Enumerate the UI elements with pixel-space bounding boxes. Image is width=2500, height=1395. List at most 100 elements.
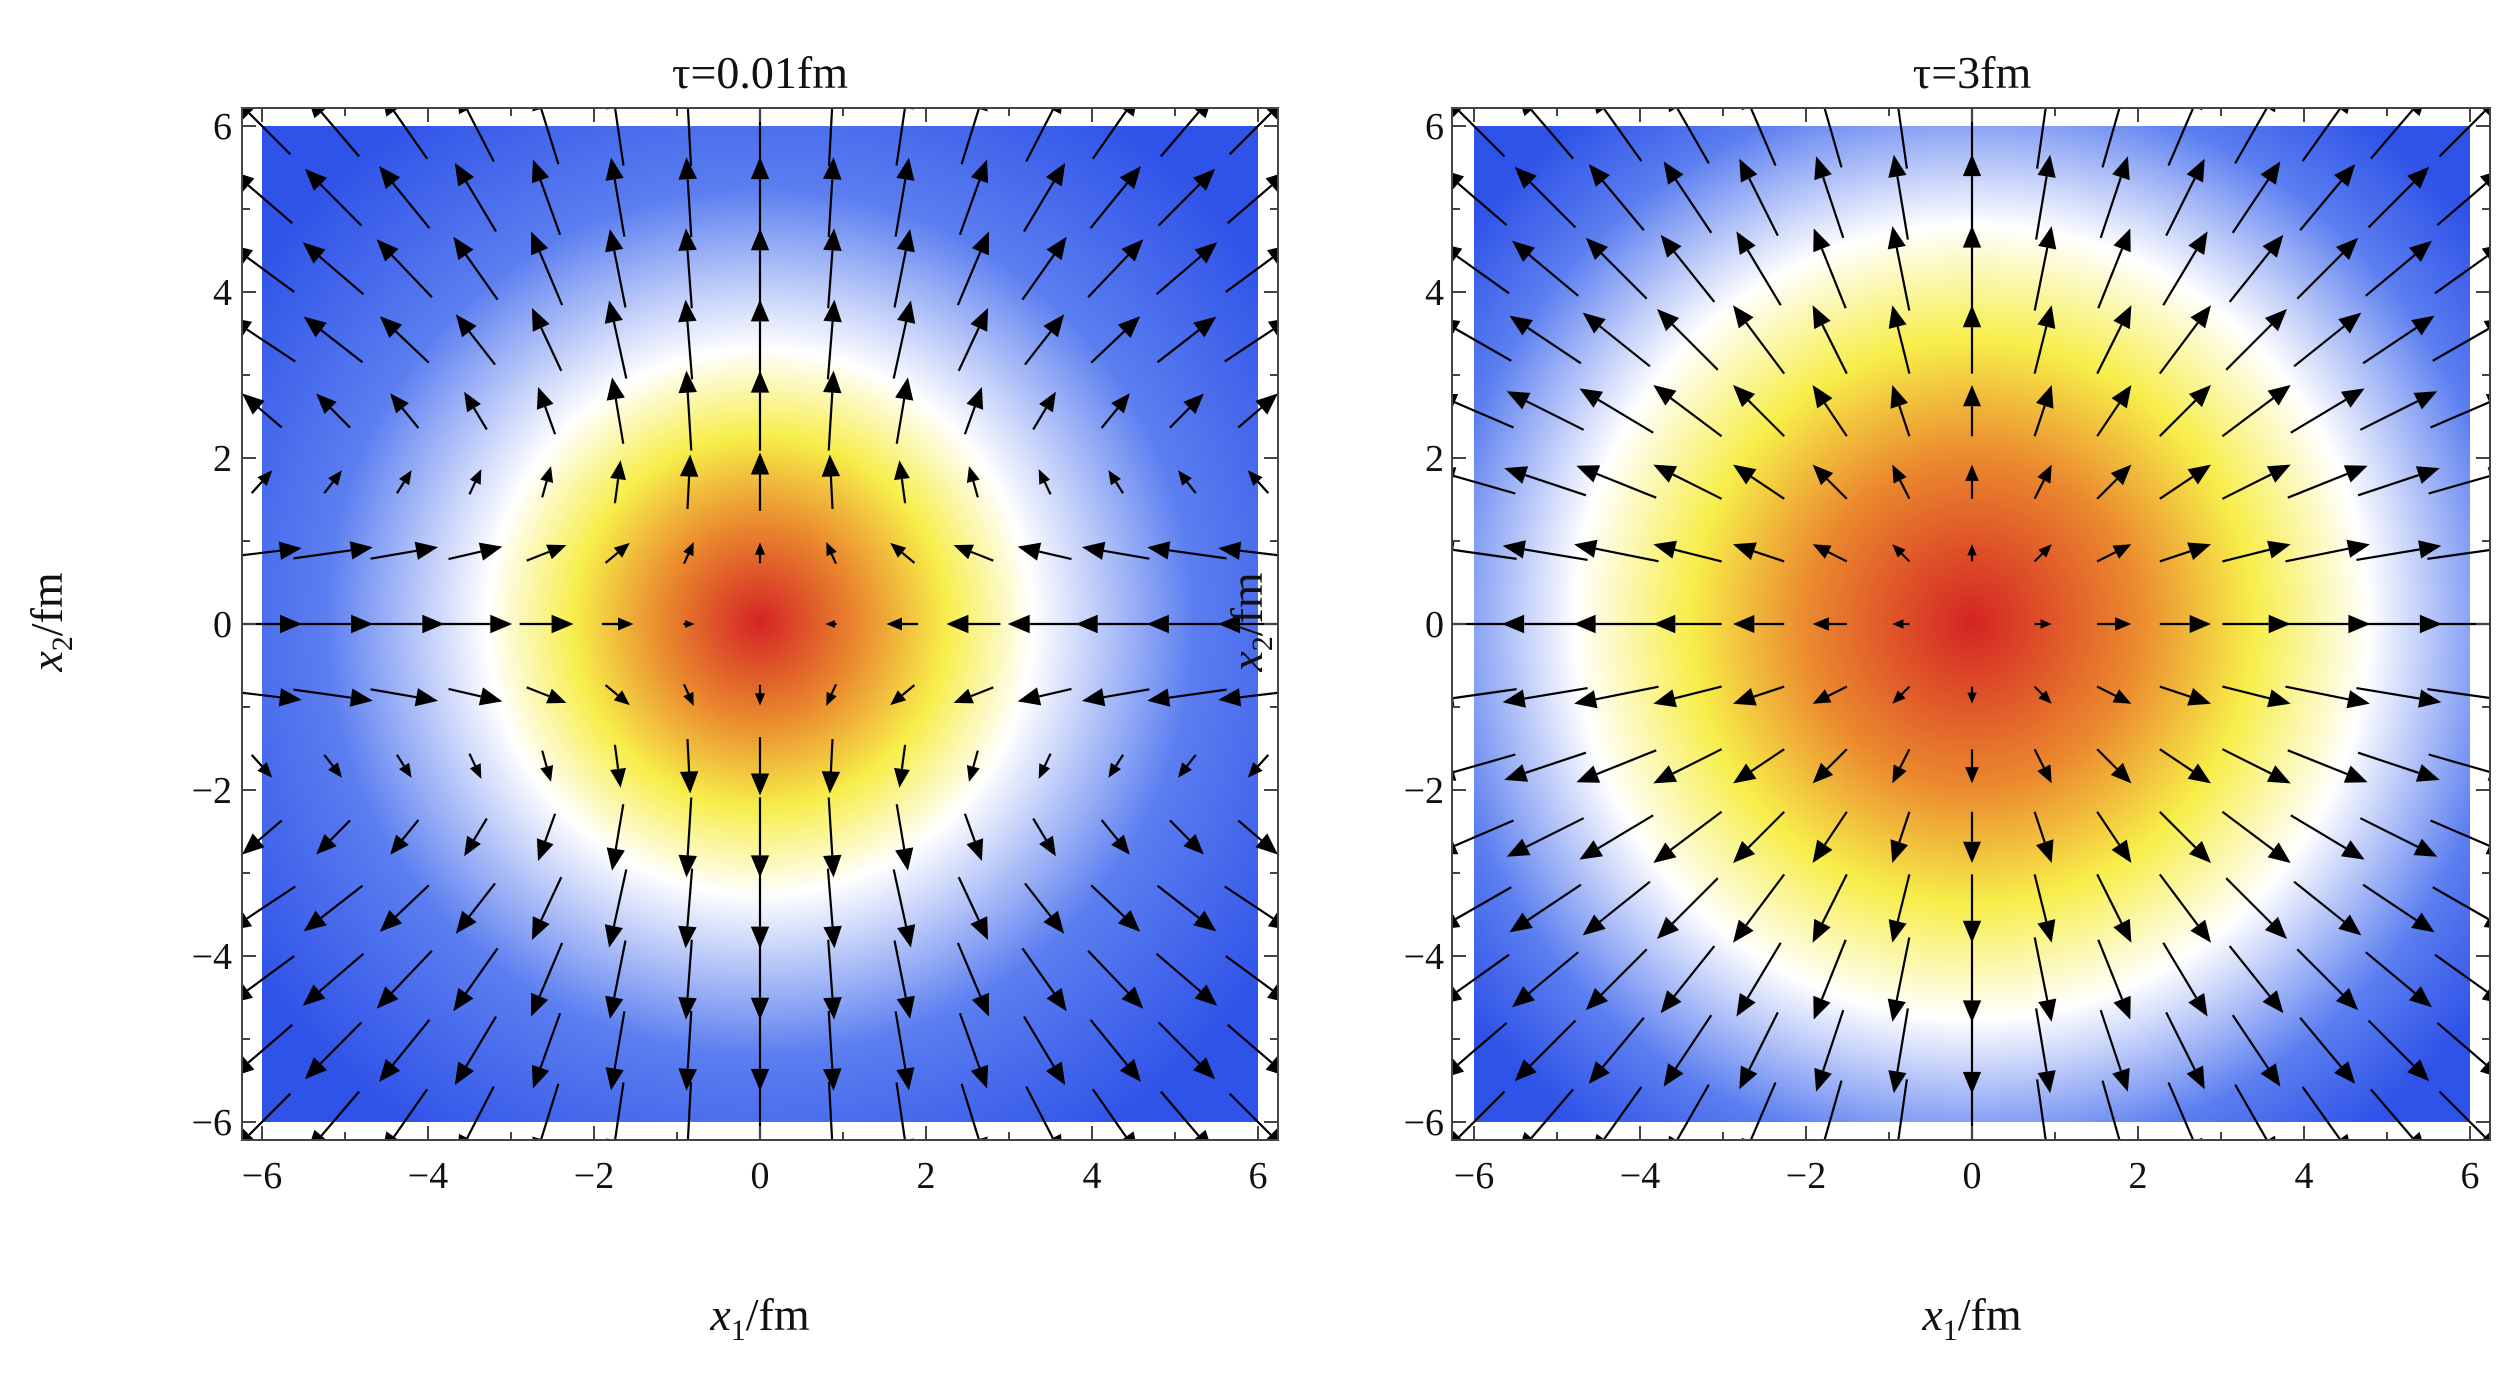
vector-arrow xyxy=(2159,685,2211,706)
vector-arrow xyxy=(2221,748,2291,784)
vector-arrow xyxy=(958,159,989,236)
vector-arrow xyxy=(2097,228,2131,309)
vector-arrow xyxy=(311,108,360,158)
vector-arrow xyxy=(1087,239,1144,298)
vector-arrow xyxy=(1452,1022,1508,1076)
vector-arrow xyxy=(531,942,564,1017)
vector-arrow xyxy=(1892,464,1911,500)
vector-arrow xyxy=(1082,541,1150,560)
vector-arrow xyxy=(1663,161,1713,234)
vector-arrow xyxy=(682,542,694,565)
vector-arrow xyxy=(1506,817,1585,857)
vector-arrow xyxy=(1108,754,1125,778)
vector-arrow xyxy=(303,884,364,932)
vector-arrow xyxy=(2036,1079,2047,1140)
vector-arrow xyxy=(536,813,557,861)
y-tick-label: 4 xyxy=(213,272,232,314)
vector-arrow xyxy=(468,753,482,779)
vector-arrow xyxy=(242,393,283,429)
vector-arrow xyxy=(1814,1009,1845,1092)
y-tick-label: −4 xyxy=(1404,936,1444,978)
vector-arrow xyxy=(323,470,342,494)
vector-arrow xyxy=(453,236,499,301)
vector-arrow xyxy=(2159,811,2211,863)
x-tick-label: 0 xyxy=(751,1155,770,1197)
vector-arrow xyxy=(1452,1090,1506,1140)
y-axis-label: x2/fm xyxy=(1221,572,1279,673)
vector-arrow xyxy=(304,168,363,227)
vector-arrow xyxy=(1812,811,1848,863)
vector-arrow xyxy=(395,754,412,778)
vector-arrow xyxy=(2234,1084,2276,1140)
vector-arrow xyxy=(678,797,697,878)
vector-arrow xyxy=(1733,305,1786,375)
vector-arrow xyxy=(601,617,634,631)
vector-arrow xyxy=(242,247,295,293)
vector-arrow xyxy=(2367,166,2430,229)
vector-arrow xyxy=(605,1011,626,1091)
vector-arrow xyxy=(678,370,697,451)
vector-arrow xyxy=(750,868,770,949)
vector-arrow xyxy=(2033,874,2056,943)
y-tick-label: −6 xyxy=(1404,1102,1444,1144)
vector-arrow xyxy=(2159,385,2211,437)
vector-arrow xyxy=(1024,882,1065,934)
vector-arrow xyxy=(1452,886,1512,929)
vector-arrow xyxy=(2096,305,2132,375)
vector-arrow xyxy=(242,319,296,363)
vector-arrow xyxy=(250,754,273,778)
y-tick-label: −6 xyxy=(192,1102,232,1144)
vector-arrow xyxy=(2222,685,2291,708)
vector-arrow xyxy=(1814,156,1845,239)
x-tick-label: −4 xyxy=(408,1155,448,1197)
vector-arrow xyxy=(242,688,302,707)
vector-arrow xyxy=(823,370,842,451)
vector-arrow xyxy=(2033,937,2057,1022)
x-tick-label: 4 xyxy=(1083,1155,1102,1197)
vector-arrow xyxy=(2159,542,2211,563)
vector-arrow xyxy=(1967,686,1977,704)
vector-arrow xyxy=(2432,320,2490,362)
vector-arrow xyxy=(2033,811,2054,863)
vector-arrow xyxy=(448,687,503,706)
vector-arrow xyxy=(1502,540,1588,561)
vector-arrow xyxy=(379,166,431,229)
y-tick-label: 4 xyxy=(1425,272,1444,314)
vector-arrow xyxy=(464,391,488,431)
x-tick-label: 6 xyxy=(1249,1155,1268,1197)
vector-arrow xyxy=(2365,240,2432,297)
vector-arrow xyxy=(2436,173,2490,226)
vector-arrow xyxy=(1225,247,1278,293)
vector-arrow xyxy=(1962,937,1982,1023)
x-tick-label: 2 xyxy=(2129,1155,2148,1197)
vector-arrow xyxy=(966,466,980,498)
vector-arrow xyxy=(2225,877,2287,939)
vector-arrow xyxy=(2033,226,2057,311)
x-tick-label: 0 xyxy=(1963,1155,1982,1197)
vector-arrow xyxy=(957,876,989,941)
vector-arrow xyxy=(2430,393,2490,429)
vector-arrow xyxy=(2222,540,2291,563)
vector-arrow xyxy=(1521,108,1574,160)
vector-arrow xyxy=(1739,158,1779,237)
vector-arrow xyxy=(1653,810,1723,863)
vector-arrow xyxy=(2287,749,2368,783)
vector-arrow xyxy=(1452,753,1516,781)
vector-arrow xyxy=(370,688,438,707)
vector-arrow xyxy=(750,797,770,878)
vector-arrow xyxy=(2285,539,2370,563)
vector-arrow xyxy=(2221,385,2291,438)
vector-arrow xyxy=(1169,819,1204,855)
x-tick-label: −4 xyxy=(1620,1155,1660,1197)
vector-arrow xyxy=(1812,385,1848,437)
vector-arrow xyxy=(2162,942,2208,1017)
vector-arrow xyxy=(1588,164,1645,231)
vector-arrow xyxy=(1733,385,1785,437)
vector-arrow xyxy=(454,162,497,232)
vector-arrow xyxy=(823,299,842,380)
vector-arrow xyxy=(1157,168,1216,227)
vector-arrow xyxy=(2301,108,2349,162)
vector-arrow xyxy=(2099,1009,2130,1092)
vector-arrow xyxy=(242,1092,292,1140)
